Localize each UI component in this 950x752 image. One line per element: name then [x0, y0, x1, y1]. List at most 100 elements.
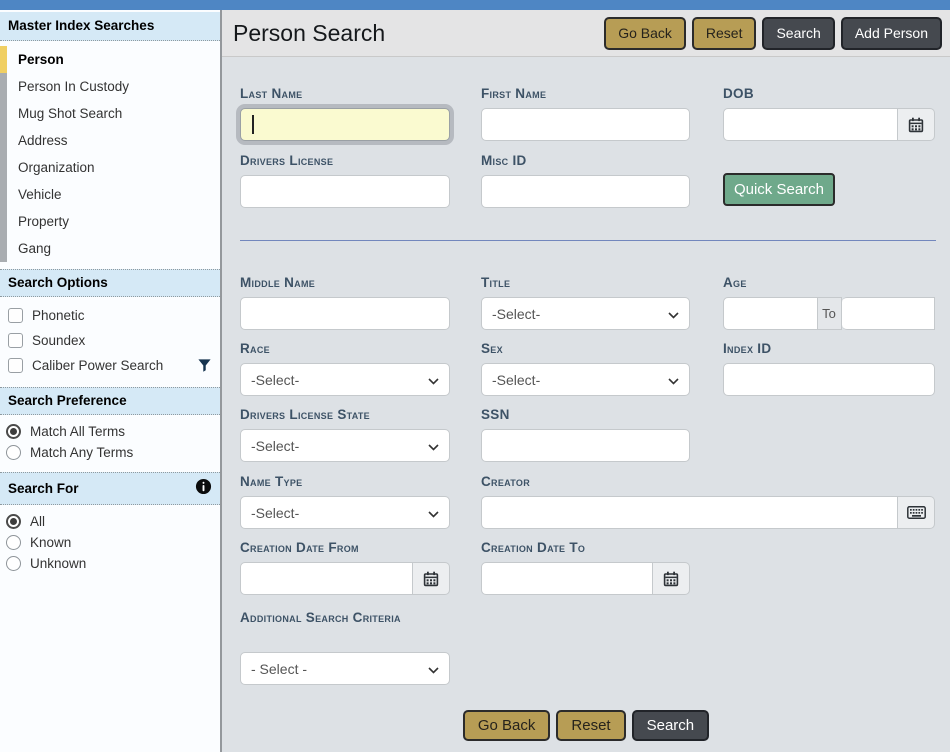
person-search-form: Last Name First Name DOB	[222, 57, 950, 752]
creator-input[interactable]	[481, 496, 898, 529]
sidebar-item-organization[interactable]: Organization	[0, 154, 220, 181]
go-back-button[interactable]: Go Back	[604, 16, 686, 50]
search-button-footer[interactable]: Search	[631, 710, 710, 741]
sidebar-item-vehicle[interactable]: Vehicle	[0, 181, 220, 208]
page-title: Person Search	[233, 19, 386, 46]
top-accent-bar	[0, 0, 950, 10]
creation-date-to-input[interactable]	[481, 562, 653, 595]
quick-search-button[interactable]: Quick Search	[723, 173, 835, 206]
sidebar-item-label: Property	[18, 214, 70, 229]
field-first-name: First Name	[481, 85, 690, 141]
sidebar-item-mug-shot-search[interactable]: Mug Shot Search	[0, 100, 220, 127]
caliber-power-search-checkbox[interactable]	[8, 358, 23, 373]
match-any-terms-option[interactable]: Match Any Terms	[0, 442, 220, 463]
age-to-separator: To	[817, 297, 842, 330]
ssn-label: SSN	[481, 407, 510, 422]
search-for-all-label: All	[30, 514, 46, 529]
caliber-power-search-option[interactable]: Caliber Power Search	[0, 353, 220, 378]
search-options-header: Search Options	[0, 269, 220, 297]
middle-name-input[interactable]	[240, 297, 450, 330]
sidebar: Master Index Searches Person Person In C…	[0, 10, 222, 752]
go-back-button-footer[interactable]: Go Back	[462, 710, 551, 741]
app-body: Master Index Searches Person Person In C…	[0, 10, 950, 752]
reset-button[interactable]: Reset	[691, 16, 757, 50]
search-preference-group: Match All Terms Match Any Terms	[0, 415, 220, 472]
drivers-license-label: Drivers License	[240, 153, 334, 168]
match-all-terms-radio[interactable]	[6, 424, 21, 439]
last-name-input[interactable]	[240, 108, 450, 141]
sidebar-item-gang[interactable]: Gang	[0, 235, 220, 262]
filter-icon[interactable]	[197, 358, 212, 373]
chevron-down-icon	[668, 306, 679, 322]
creation-date-to-group	[481, 562, 690, 595]
index-id-input[interactable]	[723, 363, 935, 396]
search-for-all-option[interactable]: All	[0, 511, 220, 532]
soundex-label: Soundex	[32, 333, 86, 348]
misc-id-input[interactable]	[481, 175, 690, 208]
sidebar-item-property[interactable]: Property	[0, 208, 220, 235]
calendar-icon[interactable]	[653, 562, 690, 595]
title-label: Title	[481, 275, 511, 290]
drivers-license-input[interactable]	[240, 175, 450, 208]
field-race: Race -Select-	[240, 340, 450, 396]
age-from-input[interactable]	[723, 297, 818, 330]
chevron-down-icon	[668, 372, 679, 388]
phonetic-checkbox[interactable]	[8, 308, 23, 323]
race-select[interactable]: -Select-	[240, 363, 450, 396]
sidebar-item-label: Address	[18, 133, 68, 148]
section-divider	[240, 240, 936, 241]
search-preference-header-label: Search Preference	[8, 393, 127, 408]
field-drivers-license: Drivers License	[240, 152, 450, 208]
calendar-icon[interactable]	[413, 562, 450, 595]
sex-select[interactable]: -Select-	[481, 363, 690, 396]
additional-search-criteria-select[interactable]: - Select -	[240, 652, 450, 685]
creation-date-from-input[interactable]	[240, 562, 413, 595]
field-drivers-license-state: Drivers License State -Select-	[240, 406, 450, 462]
field-last-name: Last Name	[240, 85, 450, 141]
field-age: Age To	[723, 274, 935, 330]
first-name-input[interactable]	[481, 108, 690, 141]
drivers-license-state-select[interactable]: -Select-	[240, 429, 450, 462]
add-person-button[interactable]: Add Person	[840, 16, 942, 50]
middle-name-label: Middle Name	[240, 275, 316, 290]
search-for-known-option[interactable]: Known	[0, 532, 220, 553]
dob-input[interactable]	[723, 108, 898, 141]
age-to-input[interactable]	[841, 297, 935, 330]
calendar-icon[interactable]	[898, 108, 935, 141]
field-misc-id: Misc ID	[481, 152, 690, 208]
dob-input-group	[723, 108, 935, 141]
age-range-group: To	[723, 297, 935, 330]
title-select[interactable]: -Select-	[481, 297, 690, 330]
master-index-menu: Person Person In Custody Mug Shot Search…	[0, 41, 220, 269]
sex-label: Sex	[481, 341, 503, 356]
field-sex: Sex -Select-	[481, 340, 690, 396]
chevron-down-icon	[428, 661, 439, 677]
soundex-checkbox[interactable]	[8, 333, 23, 348]
main-content: Person Search Go Back Reset Search Add P…	[222, 10, 950, 752]
drivers-license-state-label: Drivers License State	[240, 407, 370, 422]
phonetic-option[interactable]: Phonetic	[0, 303, 220, 328]
sidebar-item-person[interactable]: Person	[0, 46, 220, 73]
sidebar-item-label: Organization	[18, 160, 95, 175]
match-all-terms-label: Match All Terms	[30, 424, 126, 439]
info-icon[interactable]	[195, 478, 212, 498]
sidebar-item-address[interactable]: Address	[0, 127, 220, 154]
name-type-select[interactable]: -Select-	[240, 496, 450, 529]
field-index-id: Index ID	[723, 340, 935, 396]
ssn-input[interactable]	[481, 429, 690, 462]
search-button[interactable]: Search	[762, 16, 835, 50]
chevron-down-icon	[428, 505, 439, 521]
search-for-all-radio[interactable]	[6, 514, 21, 529]
sex-select-value: -Select-	[492, 371, 541, 388]
match-all-terms-option[interactable]: Match All Terms	[0, 421, 220, 442]
search-for-known-radio[interactable]	[6, 535, 21, 550]
race-select-value: -Select-	[251, 371, 300, 388]
search-for-unknown-radio[interactable]	[6, 556, 21, 571]
keyboard-icon[interactable]	[898, 496, 935, 529]
sidebar-item-person-in-custody[interactable]: Person In Custody	[0, 73, 220, 100]
match-any-terms-radio[interactable]	[6, 445, 21, 460]
soundex-option[interactable]: Soundex	[0, 328, 220, 353]
search-for-unknown-option[interactable]: Unknown	[0, 553, 220, 574]
reset-button-footer[interactable]: Reset	[556, 710, 626, 741]
